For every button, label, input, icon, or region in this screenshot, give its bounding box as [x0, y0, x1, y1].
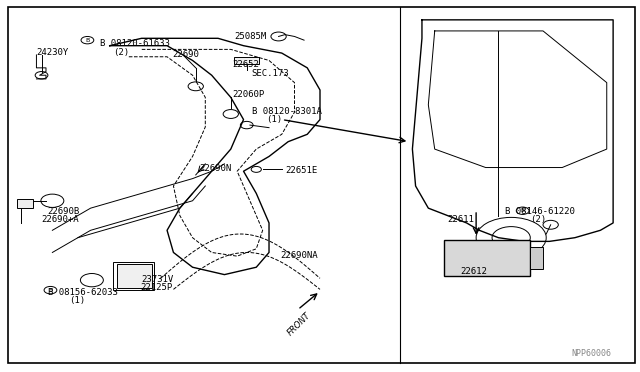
Text: B: B	[520, 208, 525, 213]
Bar	[444, 240, 531, 276]
Text: 22612: 22612	[460, 267, 487, 276]
Text: 24230Y: 24230Y	[36, 48, 68, 57]
Text: B 08120-61633: B 08120-61633	[100, 39, 170, 48]
Text: NPP60006: NPP60006	[572, 349, 612, 358]
Text: 23731V: 23731V	[141, 275, 174, 283]
Bar	[234, 57, 259, 64]
Text: (1): (1)	[70, 296, 86, 305]
Text: 25085M: 25085M	[234, 32, 266, 41]
Text: FRONT: FRONT	[286, 311, 313, 337]
Text: 22611: 22611	[447, 215, 474, 224]
Text: 22060P: 22060P	[233, 90, 265, 99]
Text: 22690NA: 22690NA	[280, 251, 318, 260]
Text: 22651E: 22651E	[285, 166, 317, 174]
Bar	[17, 199, 33, 208]
Text: SEC.173: SEC.173	[252, 69, 289, 78]
Text: (2): (2)	[113, 48, 129, 57]
Text: B 08146-61220: B 08146-61220	[505, 206, 575, 216]
Bar	[117, 263, 152, 288]
Text: 22125P: 22125P	[140, 283, 173, 292]
Text: 22690B: 22690B	[47, 206, 79, 216]
Bar	[531, 247, 543, 269]
Text: 22690N: 22690N	[199, 164, 231, 173]
Text: B 08156-62033: B 08156-62033	[48, 288, 118, 297]
Text: B: B	[49, 288, 52, 293]
Text: (1): (1)	[266, 115, 282, 124]
Text: (2): (2)	[531, 215, 547, 224]
Bar	[113, 262, 154, 290]
Text: 22690: 22690	[172, 51, 199, 60]
Text: B 08120-8301A: B 08120-8301A	[252, 107, 322, 116]
Text: 22652: 22652	[233, 60, 260, 69]
Text: 22690+A: 22690+A	[42, 215, 79, 224]
Text: B: B	[85, 38, 90, 43]
